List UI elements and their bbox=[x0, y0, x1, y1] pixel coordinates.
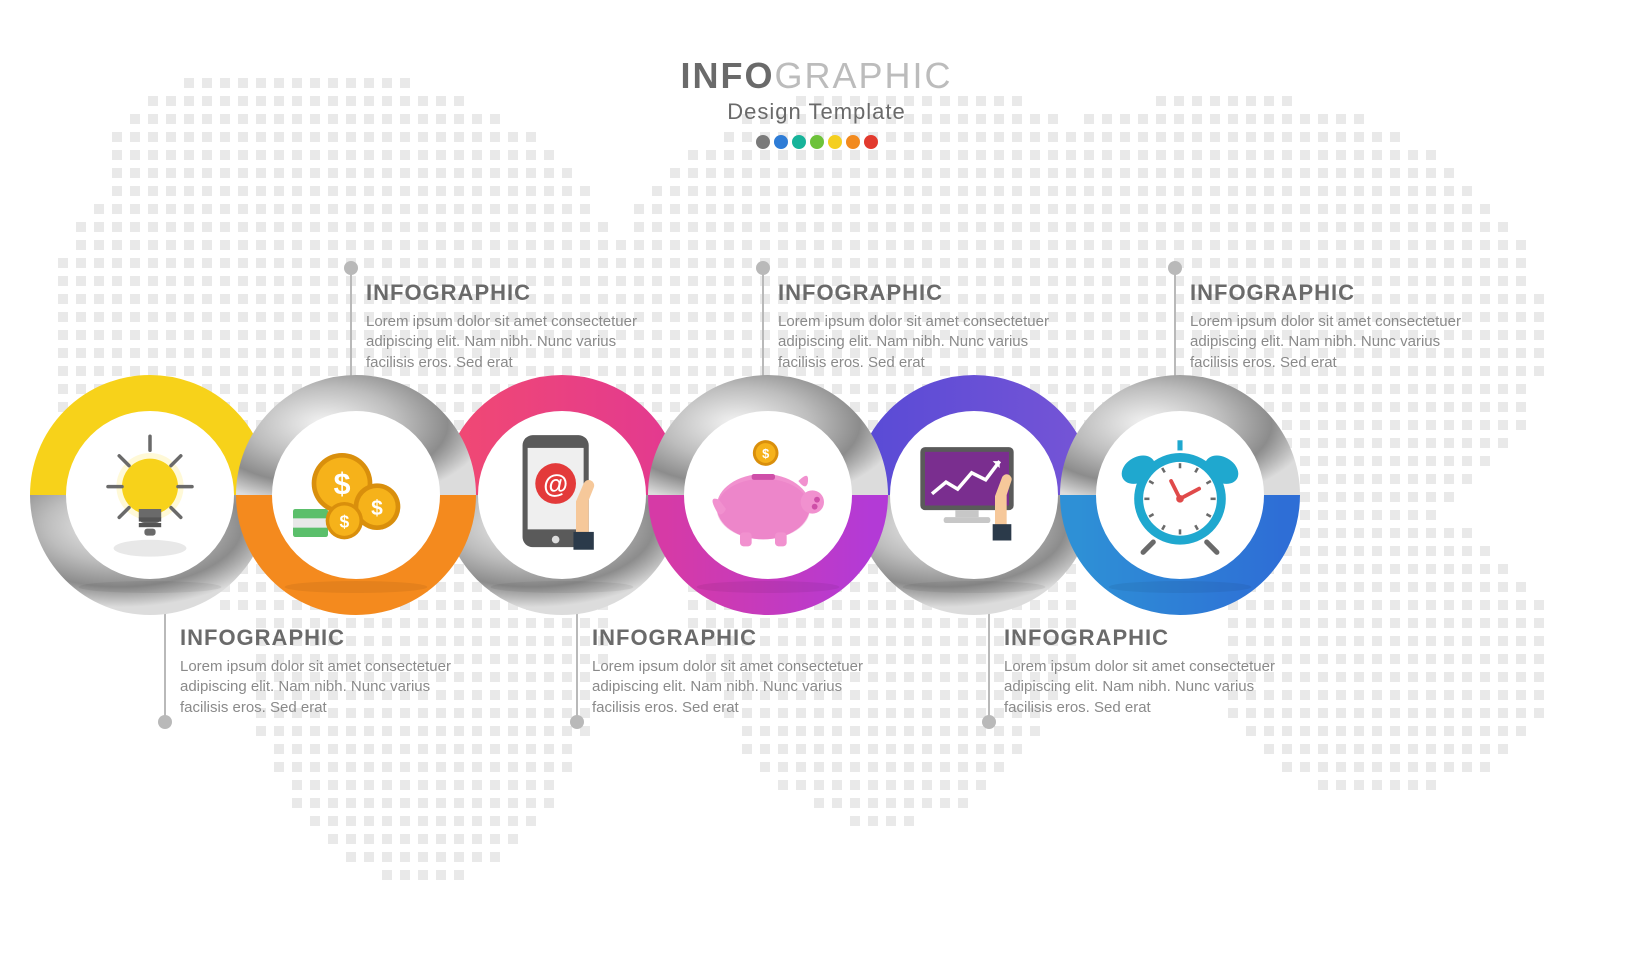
header-dot bbox=[828, 135, 842, 149]
header: INFOGRAPHIC Design Template bbox=[680, 55, 952, 149]
label-heading: INFOGRAPHIC bbox=[1190, 280, 1470, 306]
svg-text:$: $ bbox=[334, 468, 351, 501]
label-heading: INFOGRAPHIC bbox=[778, 280, 1058, 306]
label-4: INFOGRAPHIC Lorem ipsum dolor sit amet c… bbox=[778, 280, 1058, 373]
label-heading: INFOGRAPHIC bbox=[1004, 625, 1284, 651]
label-1: INFOGRAPHIC Lorem ipsum dolor sit amet c… bbox=[180, 625, 460, 718]
connector-1 bbox=[164, 609, 166, 722]
alarm-clock-icon bbox=[1110, 425, 1250, 565]
connector-6 bbox=[1174, 268, 1176, 381]
subtitle: Design Template bbox=[680, 99, 952, 125]
header-dot bbox=[864, 135, 878, 149]
ring-chain: $ $ $ @ $ bbox=[30, 375, 1600, 615]
ring-5 bbox=[854, 375, 1094, 615]
header-dot bbox=[774, 135, 788, 149]
label-body: Lorem ipsum dolor sit amet consectetuer … bbox=[1190, 312, 1470, 373]
title-light: GRAPHIC bbox=[774, 55, 952, 96]
label-3: INFOGRAPHIC Lorem ipsum dolor sit amet c… bbox=[592, 625, 872, 718]
title-bold: INFO bbox=[680, 55, 774, 96]
label-5: INFOGRAPHIC Lorem ipsum dolor sit amet c… bbox=[1004, 625, 1284, 718]
svg-text:$: $ bbox=[339, 512, 349, 532]
label-body: Lorem ipsum dolor sit amet consectetuer … bbox=[180, 657, 460, 718]
label-body: Lorem ipsum dolor sit amet consectetuer … bbox=[1004, 657, 1284, 718]
ring-2: $ $ $ bbox=[236, 375, 476, 615]
connector-5 bbox=[988, 609, 990, 722]
label-body: Lorem ipsum dolor sit amet consectetuer … bbox=[592, 657, 872, 718]
connector-2 bbox=[350, 268, 352, 381]
ring-1 bbox=[30, 375, 270, 615]
ring-4: $ bbox=[648, 375, 888, 615]
lightbulb-icon bbox=[80, 425, 220, 565]
svg-text:$: $ bbox=[762, 446, 769, 461]
svg-text:@: @ bbox=[543, 470, 568, 498]
ring-3: @ bbox=[442, 375, 682, 615]
coins-icon: $ $ $ bbox=[286, 425, 426, 565]
label-heading: INFOGRAPHIC bbox=[592, 625, 872, 651]
label-6: INFOGRAPHIC Lorem ipsum dolor sit amet c… bbox=[1190, 280, 1470, 373]
piggy-icon: $ bbox=[698, 425, 838, 565]
label-heading: INFOGRAPHIC bbox=[180, 625, 460, 651]
main-title: INFOGRAPHIC bbox=[680, 55, 952, 97]
monitor-chart-icon bbox=[904, 425, 1044, 565]
header-dot bbox=[756, 135, 770, 149]
tablet-at-icon: @ bbox=[492, 425, 632, 565]
connector-3 bbox=[576, 609, 578, 722]
label-body: Lorem ipsum dolor sit amet consectetuer … bbox=[778, 312, 1058, 373]
header-dot bbox=[846, 135, 860, 149]
ring-6 bbox=[1060, 375, 1300, 615]
color-dot-row bbox=[680, 135, 952, 149]
connector-4 bbox=[762, 268, 764, 381]
label-heading: INFOGRAPHIC bbox=[366, 280, 646, 306]
label-body: Lorem ipsum dolor sit amet consectetuer … bbox=[366, 312, 646, 373]
header-dot bbox=[810, 135, 824, 149]
label-2: INFOGRAPHIC Lorem ipsum dolor sit amet c… bbox=[366, 280, 646, 373]
header-dot bbox=[792, 135, 806, 149]
svg-text:$: $ bbox=[371, 497, 383, 520]
